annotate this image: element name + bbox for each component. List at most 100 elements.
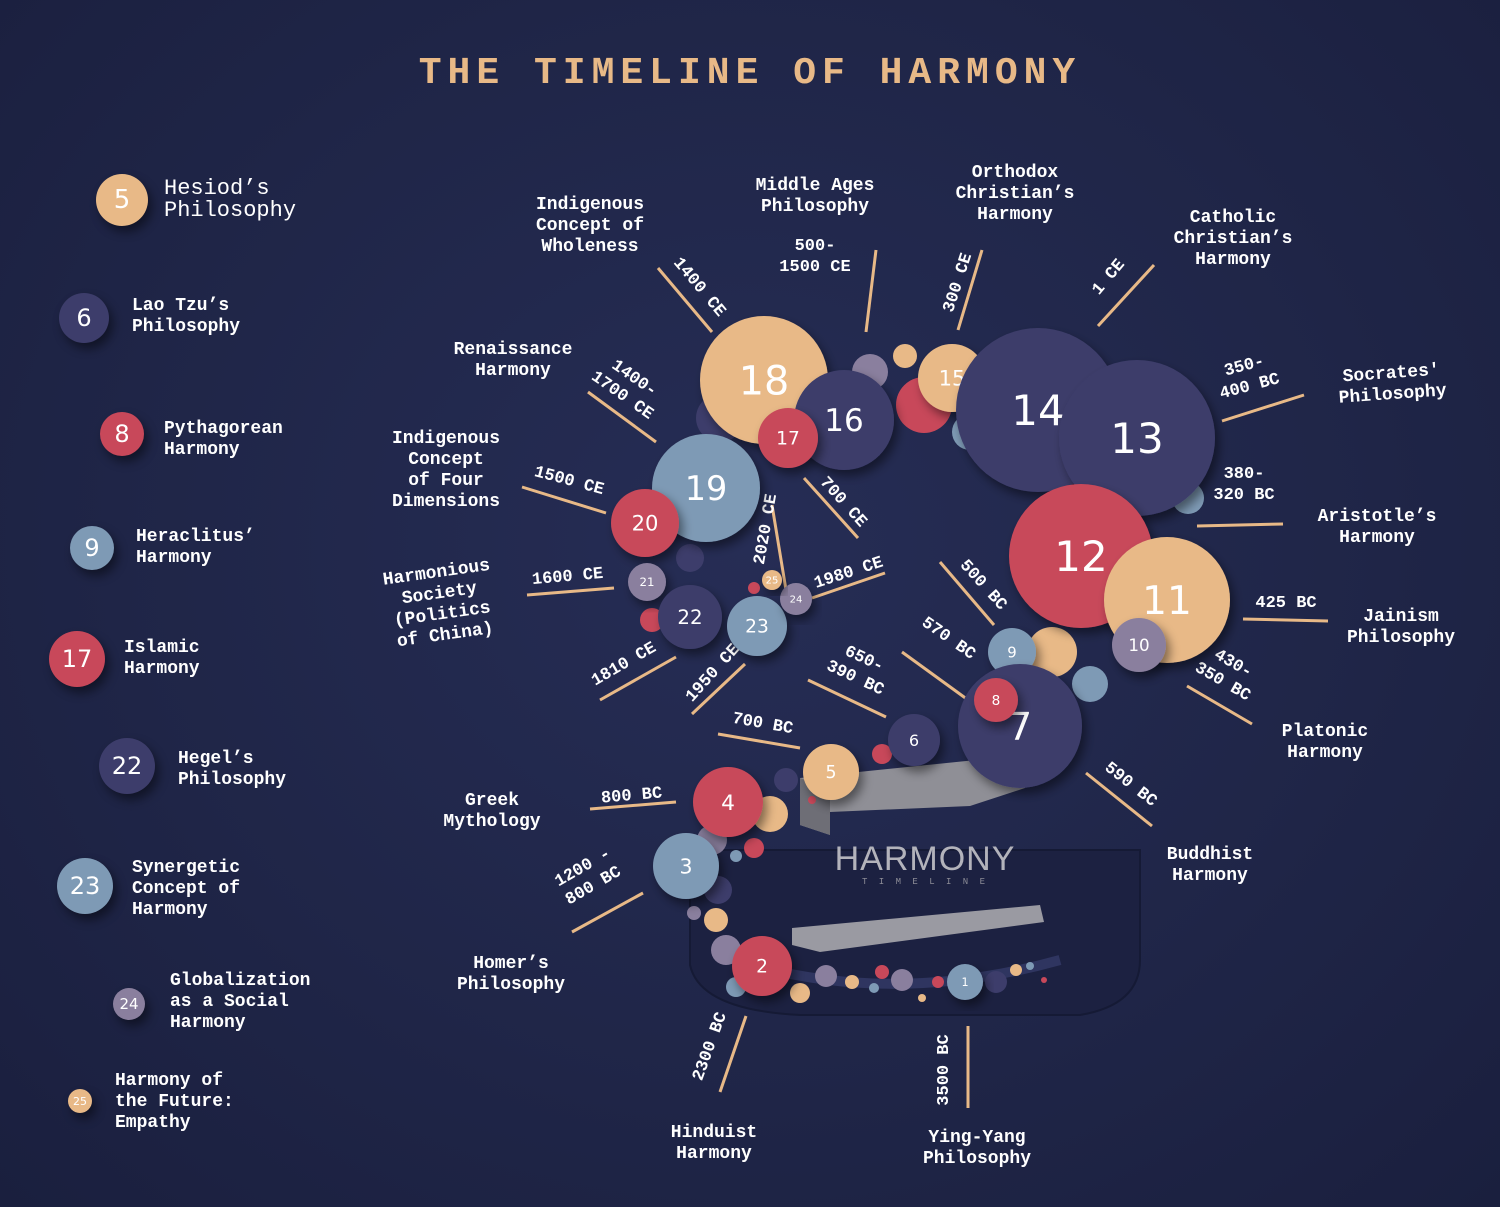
node-22-label: 22 xyxy=(677,606,702,629)
date-label: 1 CE xyxy=(1089,256,1130,299)
node-25-circle xyxy=(762,570,782,590)
decorative-dot xyxy=(872,744,892,764)
node-11-label: 11 xyxy=(1142,579,1192,624)
node-4-label: 4 xyxy=(721,791,735,816)
node-5-circle xyxy=(803,744,859,800)
node-17-circle xyxy=(758,408,818,468)
concept-label: Aristotle’s Harmony xyxy=(1317,507,1437,548)
decorative-dot xyxy=(891,969,913,991)
decorative-dot xyxy=(730,850,742,862)
decorative-dot xyxy=(932,976,944,988)
node-22-circle xyxy=(658,585,722,649)
concept-label: Renaissance Harmony xyxy=(453,340,573,381)
node-25-label: 25 xyxy=(766,576,779,587)
legend-circle: 25 xyxy=(68,1089,92,1113)
concept-label: Homer’s Philosophy xyxy=(456,954,566,995)
concept-label: Orthodox Christian’s Harmony xyxy=(955,163,1075,225)
decorative-dot xyxy=(1026,962,1034,970)
legend-label: Hegel’s Philosophy xyxy=(178,749,287,790)
node-21-circle xyxy=(628,563,666,601)
node-21-label: 21 xyxy=(640,575,655,589)
date-line xyxy=(526,586,615,597)
legend-circle: 5 xyxy=(96,174,148,226)
node-8-label: 8 xyxy=(992,693,1001,709)
date-label: 590 BC xyxy=(1100,759,1160,812)
date-line xyxy=(1221,393,1305,423)
date-line xyxy=(807,678,887,719)
decorative-dot xyxy=(918,994,926,1002)
date-label: 1600 CE xyxy=(531,565,604,590)
date-line xyxy=(1085,771,1153,828)
node-3-label: 3 xyxy=(679,854,692,878)
date-label: 3500 BC xyxy=(935,1034,954,1105)
legend-circle: 22 xyxy=(99,738,155,794)
legend-label: Hesiod’s Philosophy xyxy=(164,176,297,223)
legend-circle: 8 xyxy=(100,412,144,456)
decorative-dot xyxy=(893,344,917,368)
date-line xyxy=(1196,522,1284,528)
node-19-label: 19 xyxy=(685,469,728,508)
node-10-circle xyxy=(1112,618,1166,672)
node-5-label: 5 xyxy=(825,763,836,783)
concept-label: Indigenous Concept of Wholeness xyxy=(535,195,645,257)
date-label: 1200 -800 BC xyxy=(552,845,625,910)
concept-label: Greek Mythology xyxy=(443,791,541,832)
date-label: 380-320 BC xyxy=(1213,465,1274,505)
node-19-circle xyxy=(652,434,760,542)
legend-label: Pythagorean Harmony xyxy=(164,419,283,460)
decorative-dot xyxy=(815,965,837,987)
legend-circle: 6 xyxy=(59,293,109,343)
node-2-label: 2 xyxy=(756,957,768,978)
date-line xyxy=(938,561,996,626)
date-label: 500-1500 CE xyxy=(779,237,850,277)
concept-label: Ying-Yang Philosophy xyxy=(922,1128,1032,1169)
decorative-dot xyxy=(744,838,764,858)
date-line xyxy=(1242,617,1329,623)
node-24-circle xyxy=(780,583,812,615)
page-title: THE TIMELINE OF HARMONY xyxy=(418,52,1082,95)
decorative-dot xyxy=(676,544,704,572)
decorative-dot xyxy=(808,796,816,804)
concept-label: Middle Ages Philosophy xyxy=(755,176,875,217)
node-1-label: 1 xyxy=(961,976,968,989)
node-13-label: 13 xyxy=(1110,414,1163,463)
decorative-dot xyxy=(1027,627,1077,677)
date-label: 350-400 BC xyxy=(1212,350,1281,404)
decorative-dot xyxy=(1041,977,1047,983)
node-16-label: 16 xyxy=(824,403,863,439)
date-line xyxy=(864,249,878,333)
decorative-dot xyxy=(845,975,859,989)
concept-label: Catholic Christian’s Harmony xyxy=(1173,208,1293,270)
legend-label: Lao Tzu’s Philosophy xyxy=(132,296,241,337)
decorative-dot xyxy=(1010,964,1022,976)
node-17-label: 17 xyxy=(776,429,800,450)
date-line xyxy=(587,390,657,444)
node-9-circle xyxy=(988,628,1036,676)
decorative-dot xyxy=(640,608,664,632)
legend-label: Globalization as a Social Harmony xyxy=(170,971,311,1033)
center-subtitle: T I M E L I N E xyxy=(862,877,988,887)
date-line xyxy=(589,800,677,811)
decorative-dot xyxy=(1072,666,1108,702)
decorative-dot xyxy=(875,965,889,979)
node-8-circle xyxy=(974,678,1018,722)
decorative-dot xyxy=(869,983,879,993)
decorative-dot xyxy=(687,906,701,920)
legend-label: Heraclitus’ Harmony xyxy=(136,527,255,568)
date-line xyxy=(599,655,677,702)
concept-label: Buddhist Harmony xyxy=(1166,845,1254,886)
legend-circle: 24 xyxy=(113,988,145,1020)
node-20-label: 20 xyxy=(632,511,659,536)
date-line xyxy=(571,891,644,934)
node-23-circle xyxy=(727,596,787,656)
lower-ledge xyxy=(792,905,1044,952)
concept-label: Hinduist Harmony xyxy=(670,1123,758,1164)
concept-label: Jainism Philosophy xyxy=(1346,607,1456,648)
date-line xyxy=(656,267,714,333)
node-23-label: 23 xyxy=(745,617,769,638)
date-label: 425 BC xyxy=(1255,594,1316,613)
node-6-circle xyxy=(888,714,940,766)
